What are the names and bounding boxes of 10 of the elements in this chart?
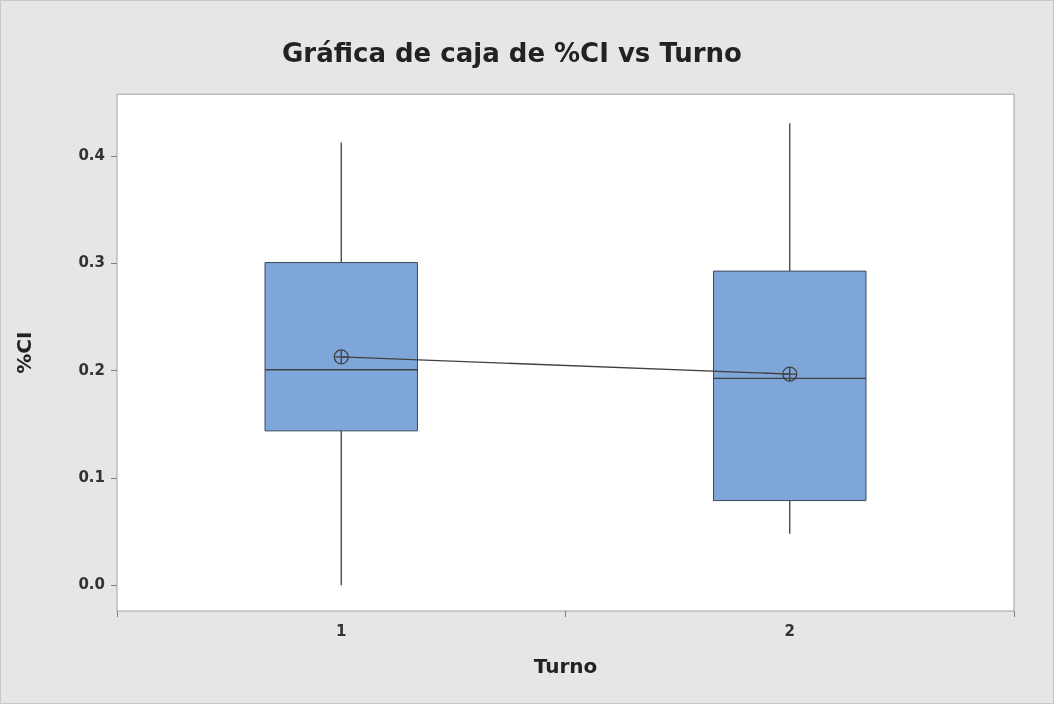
x-axis-title: Turno (533, 654, 598, 679)
y-tick-label: 0.2 (78, 360, 105, 379)
x-tick-label: 2 (784, 621, 795, 640)
y-tick-label: 0.4 (78, 146, 105, 165)
chart-title: Gráfica de caja de %CI vs Turno (282, 38, 742, 69)
y-axis-title: %CI (12, 331, 37, 374)
y-tick-label: 0.0 (78, 575, 105, 594)
x-tick-label: 1 (336, 621, 347, 640)
y-tick-label: 0.1 (78, 467, 105, 486)
y-tick-label: 0.3 (78, 253, 105, 272)
